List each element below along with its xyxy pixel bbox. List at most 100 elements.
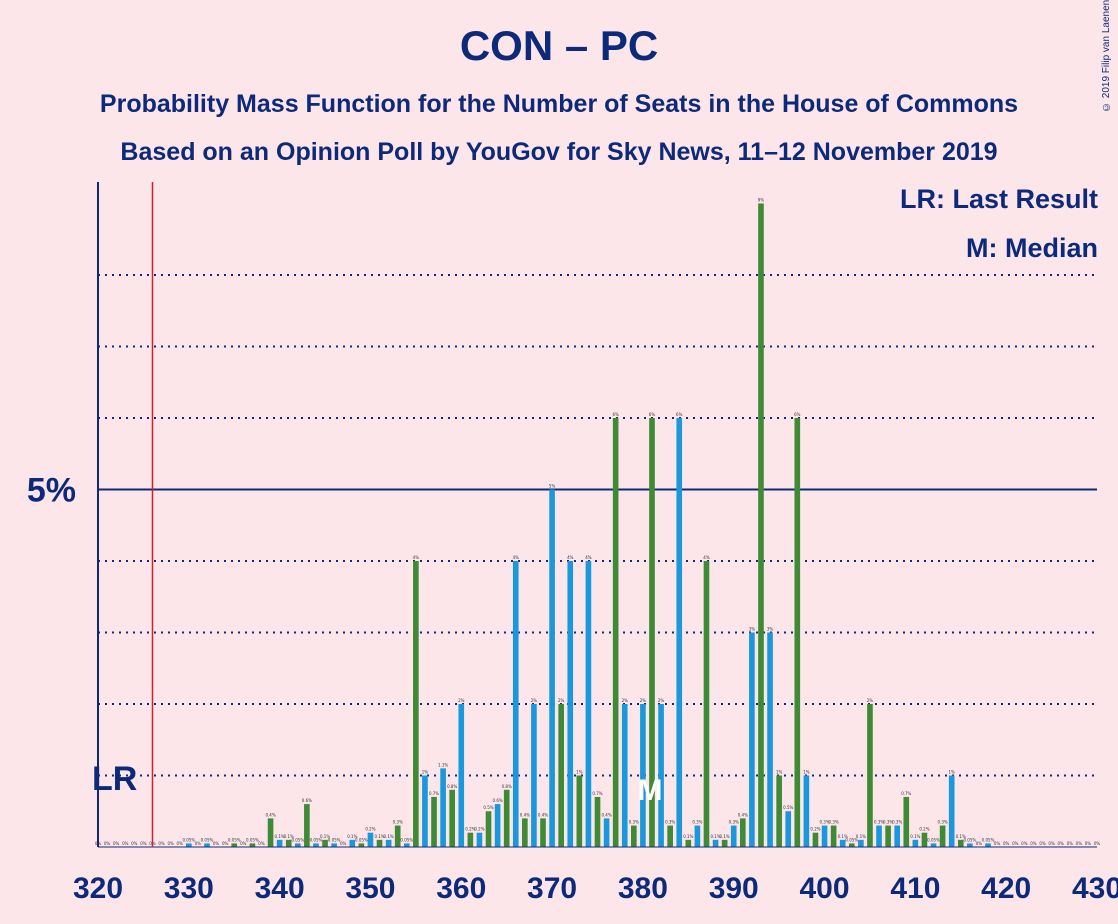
bar-397 xyxy=(794,417,801,847)
bars: 0%0%0%0%0%0%0%0%0%0%0.05%0%0.05%0%0%0.05… xyxy=(95,197,1101,848)
bar-label-348: 0.1% xyxy=(347,834,357,839)
bar-335 xyxy=(231,843,238,847)
bar-412 xyxy=(930,843,937,847)
bar-label-367: 0.4% xyxy=(520,812,530,817)
bar-label-416: 0.05% xyxy=(963,837,976,842)
bar-358 xyxy=(440,768,446,847)
bar-label-418: 0.05% xyxy=(982,837,995,842)
bar-label-338: 0% xyxy=(258,841,265,846)
bar-392 xyxy=(749,632,755,847)
bar-label-354: 0.05% xyxy=(400,837,413,842)
chart-subtitle-1: Probability Mass Function for the Number… xyxy=(99,90,1019,118)
overlays: LR M xyxy=(92,182,662,847)
bar-label-392: 3% xyxy=(749,626,756,631)
bar-label-420: 0% xyxy=(1003,841,1010,846)
bar-388 xyxy=(712,839,719,847)
bar-label-422: 0% xyxy=(1021,841,1028,846)
bar-364 xyxy=(494,804,501,847)
bar-label-389: 0.1% xyxy=(720,834,730,839)
bar-345 xyxy=(322,839,328,847)
bar-406 xyxy=(876,825,882,847)
bar-403 xyxy=(848,843,855,847)
x-tick-340: 340 xyxy=(255,872,305,905)
chart-subtitle-2: Based on an Opinion Poll by YouGov for S… xyxy=(120,138,998,166)
bar-351 xyxy=(376,839,383,847)
bar-356 xyxy=(422,775,428,847)
bar-389 xyxy=(721,839,728,847)
bar-label-357: 0.7% xyxy=(429,791,439,796)
bar-label-366: 4% xyxy=(513,555,520,560)
bar-355 xyxy=(413,560,419,847)
bar-label-330: 0.05% xyxy=(182,837,195,842)
bar-label-406: 0.3% xyxy=(874,820,884,825)
bar-337 xyxy=(249,843,256,847)
bar-label-325: 0% xyxy=(140,841,147,846)
x-tick-380: 380 xyxy=(618,872,668,905)
bar-373 xyxy=(576,775,583,847)
bar-label-397: 6% xyxy=(794,412,801,417)
bar-label-346: 0.05% xyxy=(328,837,341,842)
bar-395 xyxy=(776,775,782,847)
bar-label-386: 0.3% xyxy=(692,820,702,825)
bar-369 xyxy=(540,818,546,847)
bar-394 xyxy=(767,632,773,847)
bar-363 xyxy=(485,811,492,847)
bar-374 xyxy=(585,560,592,847)
gridlines xyxy=(98,273,1097,777)
bar-408 xyxy=(894,825,901,847)
bar-label-417: 0% xyxy=(976,841,983,846)
bar-label-411: 0.2% xyxy=(919,827,929,832)
bar-label-363: 0.5% xyxy=(483,805,493,810)
bar-label-400: 0.3% xyxy=(819,820,829,825)
bar-label-393: 9% xyxy=(758,197,765,202)
bar-label-376: 0.4% xyxy=(601,812,611,817)
bar-349 xyxy=(358,843,365,847)
bar-label-405: 2% xyxy=(867,698,874,703)
bar-340 xyxy=(276,839,283,847)
bar-372 xyxy=(567,560,574,847)
bar-label-358: 1.1% xyxy=(438,762,448,767)
bar-label-345: 0.1% xyxy=(320,834,330,839)
bar-label-321: 0% xyxy=(104,841,111,846)
bar-label-425: 0% xyxy=(1048,841,1055,846)
bar-label-372: 4% xyxy=(567,555,574,560)
bar-label-342: 0.05% xyxy=(291,837,304,842)
bar-label-347: 0% xyxy=(340,841,347,846)
bar-381 xyxy=(649,417,655,847)
bar-label-381: 6% xyxy=(649,412,656,417)
bar-407 xyxy=(885,825,891,847)
median-marker: M xyxy=(637,774,662,807)
bar-353 xyxy=(394,825,401,847)
bar-400 xyxy=(821,825,828,847)
axes: 5% xyxy=(27,182,1097,848)
x-tick-420: 420 xyxy=(981,872,1031,905)
bar-label-423: 0% xyxy=(1030,841,1037,846)
bar-label-430: 0% xyxy=(1094,841,1101,846)
bar-415 xyxy=(957,839,964,847)
bar-label-369: 0.4% xyxy=(538,812,548,817)
bar-404 xyxy=(858,839,864,847)
bar-label-410: 0.1% xyxy=(910,834,920,839)
bar-label-327: 0% xyxy=(158,841,165,846)
x-tick-370: 370 xyxy=(527,872,577,905)
bar-label-385: 0.1% xyxy=(683,834,693,839)
bar-label-352: 0.1% xyxy=(384,834,394,839)
bar-label-383: 0.3% xyxy=(665,820,675,825)
bar-label-398: 1% xyxy=(803,769,810,774)
bar-379 xyxy=(631,825,637,847)
bar-label-337: 0.05% xyxy=(246,837,259,842)
bar-383 xyxy=(667,825,673,847)
bar-label-428: 0% xyxy=(1076,841,1083,846)
bar-label-412: 0.05% xyxy=(927,837,940,842)
bar-label-323: 0% xyxy=(122,841,129,846)
bar-label-429: 0% xyxy=(1085,841,1092,846)
bar-label-335: 0.05% xyxy=(228,837,241,842)
bar-label-380: 2% xyxy=(640,698,647,703)
bar-411 xyxy=(921,832,928,847)
bar-418 xyxy=(985,843,991,847)
bar-370 xyxy=(549,489,555,847)
bar-401 xyxy=(830,825,837,847)
bar-label-390: 0.3% xyxy=(729,820,739,825)
x-tick-330: 330 xyxy=(164,872,214,905)
